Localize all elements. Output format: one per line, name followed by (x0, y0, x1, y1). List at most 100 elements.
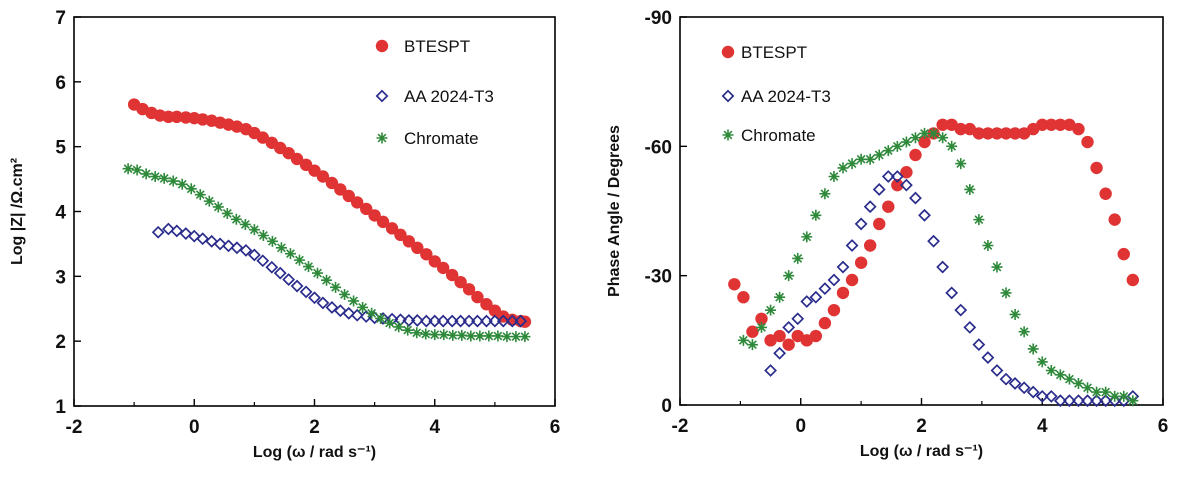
data-point (393, 321, 405, 333)
data-point (755, 312, 768, 325)
data-point (212, 201, 224, 213)
data-point (818, 316, 832, 330)
data-point (900, 136, 912, 148)
data-point (480, 314, 493, 328)
data-point (774, 291, 786, 303)
y-axis-label: Log |Z| /Ω.cm² (9, 158, 26, 265)
data-point (316, 170, 330, 183)
data-point (445, 314, 459, 328)
legend-label: Chromate (404, 129, 479, 148)
data-point (818, 282, 832, 296)
data-point (1035, 389, 1049, 403)
legend-label: AA 2024-T3 (404, 87, 494, 106)
data-point (222, 239, 235, 253)
data-point (312, 267, 324, 279)
data-point (474, 330, 486, 342)
data-point (230, 241, 244, 255)
data-point (282, 273, 296, 286)
data-point (836, 260, 850, 274)
data-point (1081, 135, 1094, 149)
data-point (873, 149, 885, 161)
data-point (810, 209, 822, 221)
data-point (151, 225, 165, 239)
data-point (339, 288, 351, 300)
legend-label: AA 2024-T3 (741, 87, 831, 106)
data-point (257, 229, 269, 241)
data-point (1127, 395, 1139, 407)
data-point (213, 237, 227, 251)
data-point (167, 175, 179, 187)
series-aa-2024-t3 (764, 170, 1140, 408)
data-point (936, 260, 950, 274)
data-point (782, 338, 795, 351)
data-point (256, 131, 269, 144)
data-point (316, 296, 330, 310)
data-point (928, 127, 940, 139)
data-point (855, 153, 867, 165)
data-point (1008, 127, 1022, 140)
data-point (819, 188, 831, 200)
data-point (1099, 394, 1113, 408)
x-tick-label: -2 (672, 416, 689, 437)
plot-frame (73, 16, 556, 407)
data-point (872, 183, 886, 196)
data-point (881, 170, 895, 183)
x-axis-label: Log (ω / rad s⁻¹) (253, 444, 376, 461)
data-point (1117, 247, 1130, 261)
data-point (419, 314, 433, 328)
data-point (863, 239, 877, 252)
data-point (194, 189, 206, 201)
data-point (357, 301, 369, 313)
y-tick-label: 1 (55, 397, 66, 418)
data-point (402, 324, 414, 336)
legend-marker (375, 39, 389, 53)
data-point (756, 321, 768, 333)
data-point (927, 234, 940, 248)
data-point (256, 254, 270, 268)
data-point (205, 234, 219, 248)
data-point (420, 328, 432, 340)
data-point (1045, 118, 1058, 131)
data-point (900, 166, 913, 179)
data-point (230, 213, 242, 225)
data-point (900, 178, 913, 192)
y-tick-label: 6 (55, 73, 66, 94)
legend-marker (376, 132, 388, 144)
data-point (471, 290, 484, 304)
data-point (492, 330, 504, 342)
data-point (170, 110, 184, 124)
data-point (909, 148, 922, 162)
data-point (873, 217, 886, 231)
data-point (1018, 326, 1030, 338)
data-point (447, 329, 459, 341)
data-point (1036, 118, 1049, 131)
data-point (990, 364, 1004, 377)
data-point (801, 231, 813, 243)
data-point (221, 207, 233, 219)
data-point (1008, 377, 1022, 390)
data-point (438, 329, 450, 341)
data-point (854, 217, 868, 231)
data-point (293, 254, 305, 266)
data-point (909, 132, 921, 144)
data-point (764, 364, 777, 377)
series-btespt (728, 118, 1140, 351)
data-point (402, 314, 416, 327)
y-axis-label: Phase Angle / Degrees (606, 125, 623, 297)
data-point (891, 178, 904, 192)
data-point (519, 331, 531, 343)
data-point (275, 242, 287, 254)
data-point (1126, 273, 1140, 287)
data-point (1100, 386, 1112, 398)
data-point (982, 239, 994, 251)
data-point (1099, 187, 1112, 200)
data-point (746, 339, 758, 351)
data-point (308, 291, 321, 305)
data-point (266, 235, 278, 247)
data-point (773, 346, 787, 360)
x-tick-label: 2 (916, 416, 927, 437)
data-point (131, 164, 143, 176)
data-point (428, 255, 441, 268)
data-point (480, 298, 493, 311)
chart-impedance-modulus: -2 0 2 4 6 1 2 3 4 5 6 7 Log (ω / rad s⁻¹) Log |Z| /Ω… (9, 8, 560, 461)
